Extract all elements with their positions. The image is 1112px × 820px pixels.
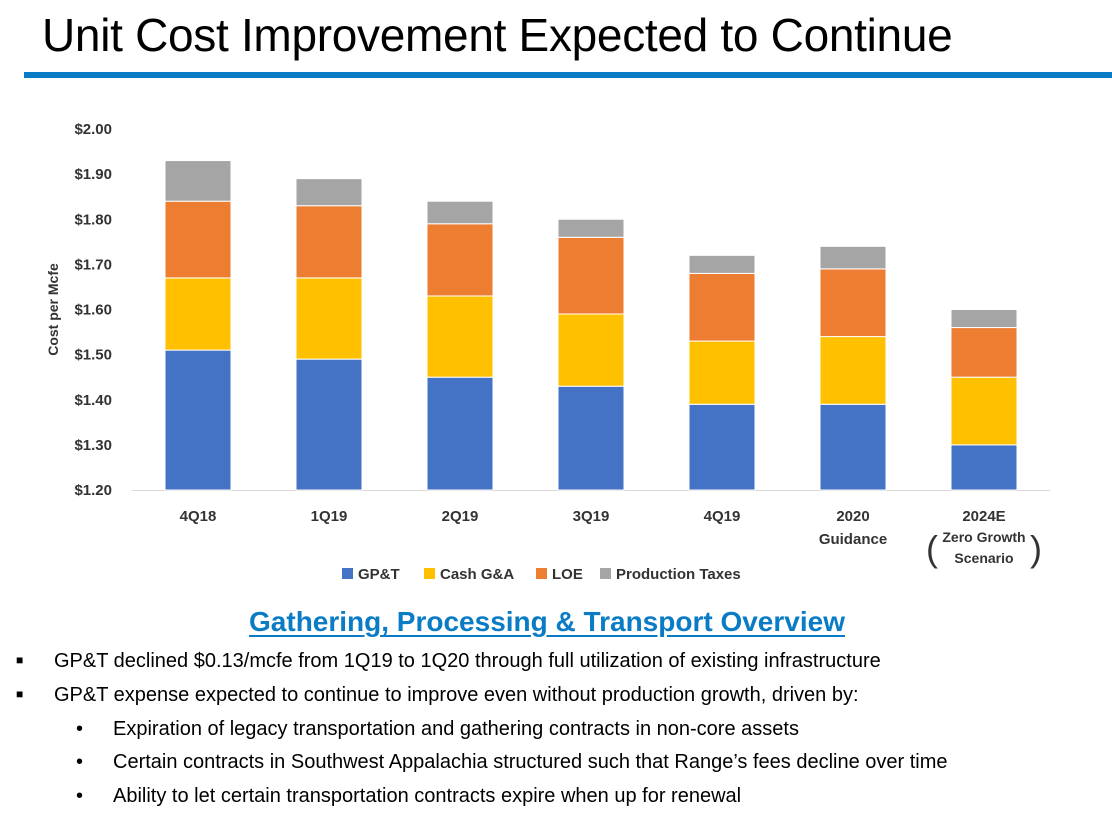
y-tick-label: $1.50 xyxy=(74,347,112,364)
y-axis-label: Cost per Mcfe xyxy=(45,263,61,356)
bar-segment-loe xyxy=(688,272,756,342)
bar-segment-production-taxes xyxy=(688,254,756,274)
y-tick-label: $1.20 xyxy=(74,482,112,499)
bar-segment-cash-ganda xyxy=(950,376,1018,446)
y-tick-label: $2.00 xyxy=(74,121,112,138)
x-tick-label: 2Q19 xyxy=(442,508,479,525)
y-tick-label: $1.60 xyxy=(74,302,112,319)
x-tick-label: 2020 xyxy=(836,508,869,525)
bar-segment-cash-ganda xyxy=(557,313,625,387)
legend-label-loe: LOE xyxy=(552,566,583,583)
sub-bullet-text: Certain contracts in Southwest Appalachi… xyxy=(113,751,948,773)
bullet-1: ■ GP&T declined $0.13/mcfe from 1Q19 to 1… xyxy=(16,650,881,673)
x-tick-label: Zero Growth xyxy=(942,529,1025,545)
bar-segment-cash-ganda xyxy=(819,336,887,405)
x-tick-label: 1Q19 xyxy=(311,508,348,525)
dot-bullet-icon: • xyxy=(76,751,84,773)
sub-bullet-2: • Certain contracts in Southwest Appalach… xyxy=(76,751,948,774)
left-parenthesis: ( xyxy=(926,528,938,569)
x-tick-label: Guidance xyxy=(819,531,887,548)
y-tick-label: $1.70 xyxy=(74,256,112,273)
bar-segment-cash-ganda xyxy=(164,277,232,351)
bullet-2: ■ GP&T expense expected to continue to im… xyxy=(16,684,859,707)
square-bullet-icon: ■ xyxy=(16,653,24,667)
bar-segment-loe xyxy=(557,236,625,315)
x-tick-label: Scenario xyxy=(954,550,1013,566)
unit-cost-chart: $1.20 $1.30 $1.40 $1.50 $1.60 $1.70 $1.80 $1.90… xyxy=(45,121,1050,583)
sub-bullet-3: • Ability to let certain transportation c… xyxy=(76,785,741,808)
square-bullet-icon: ■ xyxy=(16,687,24,701)
title-rule xyxy=(24,72,1112,78)
legend-label-gpandt: GP&T xyxy=(358,566,400,583)
y-tick-label: $1.30 xyxy=(74,437,112,454)
x-tick-label: 3Q19 xyxy=(573,508,610,525)
y-tick-label: $1.90 xyxy=(74,166,112,183)
bar-segment-gpandt xyxy=(950,444,1018,491)
bar-segment-gpandt xyxy=(557,385,625,491)
bar-segment-production-taxes xyxy=(164,160,232,202)
bar-segment-gpandt xyxy=(819,403,887,491)
bar-segment-gpandt xyxy=(164,349,232,491)
bar-segment-cash-ganda xyxy=(688,340,756,405)
bar-segment-cash-ganda xyxy=(426,295,494,378)
x-tick-label: 4Q19 xyxy=(704,508,741,525)
bar-segment-loe xyxy=(164,200,232,279)
bar-segment-cash-ganda xyxy=(295,277,363,360)
sub-bullet-text: Expiration of legacy transportation and … xyxy=(113,718,799,740)
bar-segment-production-taxes xyxy=(950,309,1018,329)
bar-segment-gpandt xyxy=(688,403,756,491)
bar-segment-gpandt xyxy=(426,376,494,491)
overview-heading: Gathering, Processing & Transport Overvi… xyxy=(249,606,845,637)
x-tick-label: 2024E xyxy=(962,508,1005,525)
dot-bullet-icon: • xyxy=(76,718,84,740)
bar-segment-production-taxes xyxy=(557,218,625,238)
legend-swatch-cash-ganda xyxy=(424,568,435,579)
x-tick-label: 4Q18 xyxy=(180,508,217,525)
bar-segment-loe xyxy=(295,205,363,279)
sub-bullet-1: • Expiration of legacy transportation and… xyxy=(76,718,799,741)
bar-segment-loe xyxy=(819,268,887,338)
bar-segment-production-taxes xyxy=(819,245,887,270)
bullet-text: GP&T expense expected to continue to imp… xyxy=(54,684,859,706)
y-tick-label: $1.40 xyxy=(74,392,112,409)
legend-swatch-gpandt xyxy=(342,568,353,579)
bar-segment-gpandt xyxy=(295,358,363,491)
bar-segment-production-taxes xyxy=(426,200,494,225)
bar-segment-production-taxes xyxy=(295,178,363,207)
sub-bullet-text: Ability to let certain transportation co… xyxy=(113,785,742,807)
right-parenthesis: ) xyxy=(1030,528,1042,569)
legend-swatch-loe xyxy=(536,568,547,579)
bullet-text: GP&T declined $0.13/mcfe from 1Q19 to 1Q… xyxy=(54,650,881,672)
dot-bullet-icon: • xyxy=(76,785,84,807)
bar-segment-loe xyxy=(426,223,494,297)
slide-title: Unit Cost Improvement Expected to Contin… xyxy=(42,9,953,61)
legend-label-cash-ganda: Cash G&A xyxy=(440,566,514,583)
legend-label-production-taxes: Production Taxes xyxy=(616,566,741,583)
y-tick-label: $1.80 xyxy=(74,211,112,228)
bar-segment-loe xyxy=(950,327,1018,378)
legend-swatch-production-taxes xyxy=(600,568,611,579)
